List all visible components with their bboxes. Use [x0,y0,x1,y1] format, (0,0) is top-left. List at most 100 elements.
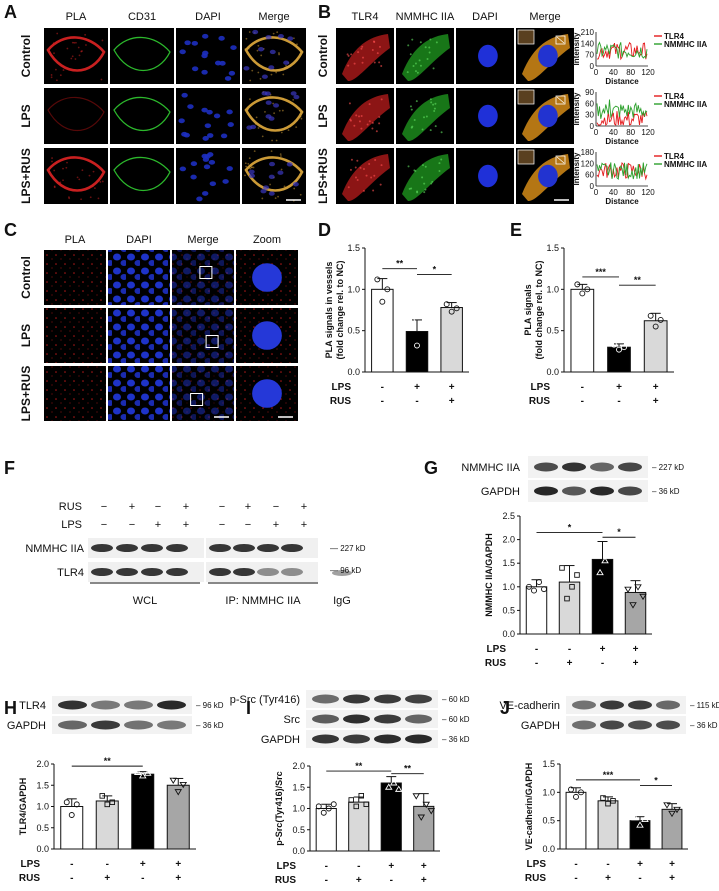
panel-b-img-1-1-speck [430,101,433,104]
data-point [584,286,591,293]
panel-b-img-1-3-roi-line [556,96,565,104]
y-tick-label: 0.5 [36,823,49,833]
data-point [574,281,581,288]
panel-a-img-2-3-nuc [268,191,275,196]
bar-3 [131,773,155,850]
panel-a-img-2-2-nuc [179,166,187,172]
panel-b-img-1-0-speck [355,114,358,117]
panel-c-img-1-0 [44,308,106,363]
panel-b-img-1-0-speck [349,119,352,122]
panel-a-img-2-0-speck [80,198,83,201]
panel-a-img-1-3-vessel [244,96,304,132]
y-tick-label: 1.5 [292,782,305,792]
panel-c-col-0: PLA [65,234,86,246]
panel-c-col-1: DAPI [126,234,152,246]
panel-a-img-2-3-speck [274,197,277,200]
data-point [605,800,611,807]
profile-xtick: 40 [609,68,618,77]
profile-line-nmmhc [596,41,648,59]
panel-a-img-0-2-nuc [202,50,209,56]
panel-b-img-0-3 [516,28,574,84]
panel-c-img-1-3-nucleus [252,321,282,350]
panel-a-col-cd31: CD31 [128,11,156,23]
panel-b-img-0-0-cell [342,34,390,82]
panel-b-img-2-0-speck [349,168,352,171]
rus-sign: + [175,873,181,884]
panel-a-img-2-3-nuc [260,189,267,194]
panel-a-img-0-0-speck [55,68,57,71]
panel-b-img-2-0-speck [379,183,382,186]
blot-strip [528,456,648,478]
blot-label: Src [284,714,301,726]
data-point [353,803,360,810]
panel-b-label: B [318,2,331,22]
rus-label: RUS [19,873,40,884]
panel-a-img-0-3-speck [285,64,287,67]
data-point [634,584,642,591]
chart-e: 0.0 0.5 1.0 1.5 PLA signals (fold change rel.… [523,243,674,407]
panel-c-col-2: Merge [187,234,218,246]
rus-label: RUS [485,658,506,669]
blot-strip [206,562,318,582]
panel-a-img-1-3-speck [280,131,283,134]
lps-sign: + [421,861,427,872]
blot-band [124,720,153,730]
blot-label: GAPDH [521,720,560,732]
panel-b-img-0-3-roi [555,35,566,45]
panel-f-igg: IgG [333,595,351,607]
panel-b-img-2-2-nucleus [478,164,498,188]
blot-band [141,568,163,576]
panel-e-label: E [510,220,522,240]
panel-a-img-1-0 [44,88,108,144]
data-point [574,572,580,578]
panel-f-lps-sign: + [155,519,161,531]
panel-b-img-0-1-speck [419,41,422,44]
panel-a-img-1-3-nuc [250,124,257,130]
profile-ytick: 90 [585,88,594,97]
panel-b-col-1: NMMHC IIA [396,11,455,23]
y-tick-label: 1.0 [502,582,515,592]
blot-strip [566,716,686,734]
panel-a-img-0-3-nuc [268,65,275,70]
panel-b-img-0-3-nucleus [538,44,558,68]
panel-a-img-0-3-speck [256,49,259,52]
panel-a-img-0-3-nuc [258,47,265,52]
panel-b-img-2-1-speck [416,191,419,194]
panel-a-img-2-3 [242,148,306,204]
data-point [379,772,388,780]
panel-a-img-0-0-speck [85,44,87,46]
blot-band [116,544,138,552]
panel-b-img-1-1-speck [425,115,428,118]
panel-b-img-1-0-speck [368,103,371,106]
lps-sign: + [414,382,420,393]
panel-b-img-0-1 [396,28,454,84]
rus-sign: - [535,658,538,669]
blot-band [374,694,401,704]
panel-a-img-1-3-nuc [290,91,297,96]
panel-b-img-0-1-speck [429,38,432,41]
lps-sign: + [175,859,181,870]
rus-sign: - [415,396,418,407]
panel-a-img-2-0-speck [68,196,70,199]
panel-b-img-0-1-speck [407,44,410,47]
profile-legend-text: TLR4 [664,152,685,161]
panel-b-img-2-0-speck [368,162,371,165]
panel-c-row-0: Control [19,256,33,299]
panel-a-img-1-0-bg [44,88,108,144]
lps-sign: + [669,859,675,870]
data-point [564,595,570,602]
panel-a-img-0-2-nuc [214,60,222,66]
data-point [348,797,355,803]
panel-b-img-1-3-inset [517,89,535,105]
panel-f-rus-sign: + [129,501,135,513]
panel-a-img-0-0 [44,28,108,84]
panel-b-img-0-0-speck [347,54,350,57]
panel-i-blot: p-Src (Tyr416) – 60 kD Src – 60 kD GAPDH – 36… [230,690,470,748]
lps-sign: + [600,644,606,655]
significance-label: * [617,527,621,537]
y-tick-label: 0.5 [347,326,360,336]
panel-j-blot: VE-cadherin – 115 kD GAPDH – 36 kD [499,696,719,734]
y-tick-label: 0.5 [292,825,305,835]
rus-sign: - [601,658,604,669]
panel-b-img-0-0-speck [350,53,353,56]
